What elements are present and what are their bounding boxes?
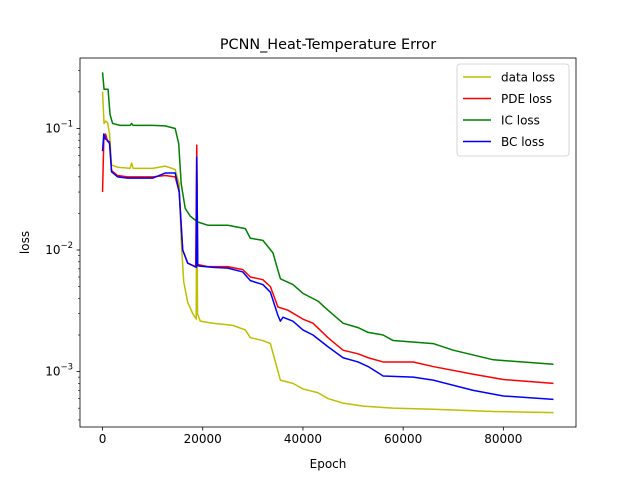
plot-frame	[79, 57, 577, 428]
y-axis-label: loss	[18, 231, 32, 254]
x-tick-label: 20000	[184, 432, 222, 446]
legend-label: IC loss	[501, 114, 540, 128]
chart-title: PCNN_Heat-Temperature Error	[220, 37, 436, 53]
y-tick-label: 10−1	[45, 119, 73, 135]
series-line-3	[101, 72, 554, 365]
x-tick-label: 0	[99, 432, 107, 446]
series-layer	[101, 72, 554, 414]
series-line-4	[101, 133, 554, 401]
x-tick-label: 40000	[284, 432, 322, 446]
y-tick-label: 10−3	[45, 363, 73, 379]
x-axis-label: Epoch	[310, 457, 347, 471]
series-line-2	[101, 133, 554, 385]
legend-label: PDE loss	[501, 92, 552, 106]
y-tick-label: 10−2	[45, 241, 73, 257]
legend-label: data loss	[501, 71, 555, 85]
y-axis: 10−3 10−2 10−1	[45, 70, 80, 421]
legend-label: BC loss	[501, 135, 544, 149]
legend: data loss PDE loss IC loss BC loss	[456, 63, 570, 157]
x-axis: 0 20000 40000 60000 80000	[99, 427, 522, 446]
x-tick-label: 60000	[384, 432, 422, 446]
legend-box	[456, 63, 570, 157]
x-tick-label: 80000	[484, 432, 522, 446]
